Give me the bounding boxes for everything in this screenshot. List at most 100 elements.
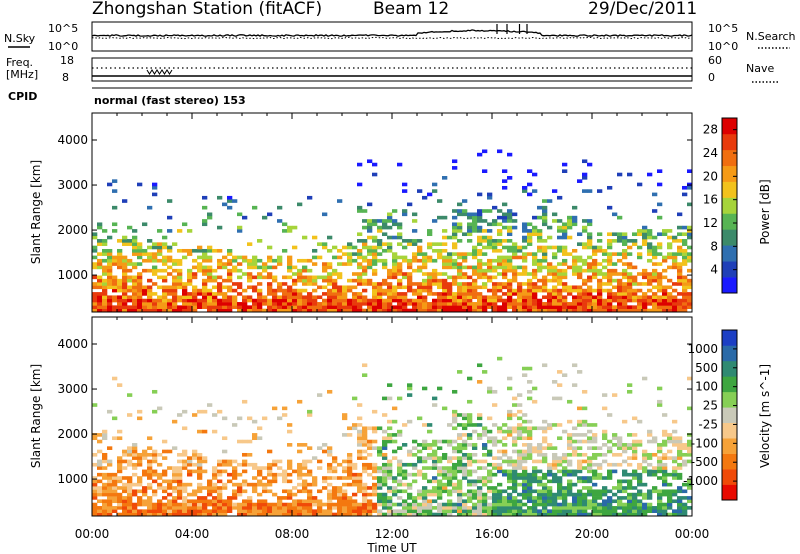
echo-cell xyxy=(167,258,173,263)
echo-cell xyxy=(652,466,658,470)
echo-cell xyxy=(397,308,403,313)
echo-cell xyxy=(672,252,678,256)
echo-cell xyxy=(212,486,218,490)
echo-cell xyxy=(212,278,218,283)
echo-cell xyxy=(302,298,308,303)
echo-cell xyxy=(367,512,373,517)
echo-cell xyxy=(357,443,363,447)
echo-cell xyxy=(647,295,653,300)
echo-cell xyxy=(607,258,613,263)
echo-cell xyxy=(502,502,508,507)
echo-cell xyxy=(357,262,363,266)
echo-cell xyxy=(137,489,143,494)
echo-cell xyxy=(97,499,103,504)
echo-cell xyxy=(537,476,543,480)
echo-cell xyxy=(492,288,498,293)
echo-cell xyxy=(317,459,323,464)
echo-cell xyxy=(547,278,553,283)
echo-cell xyxy=(347,512,353,517)
echo-cell xyxy=(522,282,528,286)
echo-cell xyxy=(297,258,303,263)
echo-cell xyxy=(577,479,583,484)
echo-cell xyxy=(517,429,523,434)
echo-cell xyxy=(677,272,683,276)
echo-cell xyxy=(227,472,233,477)
echo-cell xyxy=(587,219,593,223)
echo-cell xyxy=(502,268,508,273)
echo-cell xyxy=(442,235,448,240)
echo-cell xyxy=(422,489,428,494)
echo-cell xyxy=(687,258,693,263)
echo-cell xyxy=(207,255,213,260)
echo-cell xyxy=(157,506,163,510)
echo-cell xyxy=(177,272,183,276)
echo-cell xyxy=(632,439,638,444)
echo-cell xyxy=(117,285,123,290)
echo-cell xyxy=(372,255,378,260)
echo-cell xyxy=(117,278,123,283)
echo-cell xyxy=(102,288,108,293)
echo-cell xyxy=(197,489,203,494)
echo-cell xyxy=(262,265,268,270)
echo-cell xyxy=(522,492,528,497)
echo-cell xyxy=(542,212,548,217)
echo-cell xyxy=(547,462,553,467)
echo-cell xyxy=(442,452,448,457)
echo-cell xyxy=(512,499,518,504)
echo-cell xyxy=(267,512,273,517)
echo-cell xyxy=(477,433,483,437)
echo-cell xyxy=(122,512,128,517)
echo-cell xyxy=(557,486,563,490)
echo-cell xyxy=(382,258,388,263)
echo-cell xyxy=(617,489,623,494)
echo-cell xyxy=(282,406,288,411)
echo-cell xyxy=(427,292,433,296)
echo-cell xyxy=(437,512,443,517)
echo-cell xyxy=(542,363,548,368)
echo-cell xyxy=(512,489,518,494)
echo-cell xyxy=(112,489,118,494)
echo-cell xyxy=(487,288,493,293)
echo-cell xyxy=(592,462,598,467)
echo-cell xyxy=(522,449,528,454)
echo-cell xyxy=(177,502,183,507)
echo-cell xyxy=(657,262,663,266)
echo-cell xyxy=(267,292,273,296)
echo-cell xyxy=(132,248,138,253)
echo-cell xyxy=(527,489,533,494)
echo-cell xyxy=(537,489,543,494)
echo-cell xyxy=(592,252,598,256)
echo-cell xyxy=(572,502,578,507)
echo-cell xyxy=(627,509,633,513)
echo-cell xyxy=(487,439,493,444)
echo-cell xyxy=(447,275,453,280)
echo-cell xyxy=(467,452,473,457)
echo-cell xyxy=(687,443,693,447)
echo-cell xyxy=(547,225,553,230)
echo-cell xyxy=(612,239,618,243)
echo-cell xyxy=(267,466,273,470)
echo-cell xyxy=(482,239,488,243)
echo-cell xyxy=(507,298,513,303)
echo-cell xyxy=(577,179,583,183)
echo-cell xyxy=(677,232,683,237)
echo-cell xyxy=(552,272,558,276)
echo-cell xyxy=(377,446,383,450)
echo-cell xyxy=(567,419,573,424)
echo-cell xyxy=(667,456,673,460)
echo-cell xyxy=(212,248,218,253)
colorbar-tick-label: 1000 xyxy=(687,342,718,356)
echo-cell xyxy=(497,426,503,431)
echo-cell xyxy=(487,429,493,434)
echo-cell xyxy=(222,255,228,260)
echo-cell xyxy=(147,462,153,467)
echo-cell xyxy=(602,272,608,276)
echo-cell xyxy=(107,482,113,487)
echo-cell xyxy=(562,245,568,250)
echo-cell xyxy=(177,506,183,510)
echo-cell xyxy=(272,308,278,313)
echo-cell xyxy=(492,496,498,500)
echo-cell xyxy=(202,219,208,223)
echo-cell xyxy=(107,285,113,290)
echo-cell xyxy=(437,248,443,253)
